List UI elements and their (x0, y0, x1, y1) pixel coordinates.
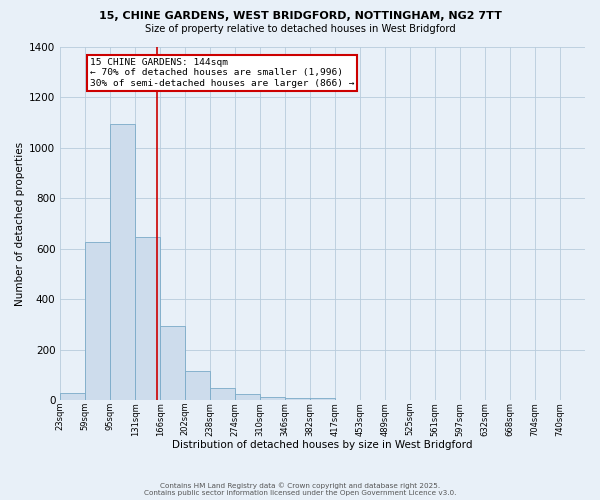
Text: Contains HM Land Registry data © Crown copyright and database right 2025.: Contains HM Land Registry data © Crown c… (160, 482, 440, 489)
Bar (85, 242, 110, 400)
Bar (260, 396, 285, 400)
Y-axis label: Number of detached properties: Number of detached properties (15, 142, 25, 306)
Bar (310, 398, 335, 400)
Bar (210, 388, 235, 400)
X-axis label: Distribution of detached houses by size in West Bridgford: Distribution of detached houses by size … (172, 440, 473, 450)
Text: 15, CHINE GARDENS, WEST BRIDGFORD, NOTTINGHAM, NG2 7TT: 15, CHINE GARDENS, WEST BRIDGFORD, NOTTI… (98, 11, 502, 21)
Bar (110, 124, 135, 400)
Bar (60, 393, 85, 400)
Bar (160, 326, 185, 400)
Bar (185, 372, 210, 400)
Bar (135, 238, 160, 400)
Bar (285, 398, 310, 400)
Bar (235, 394, 260, 400)
Text: Size of property relative to detached houses in West Bridgford: Size of property relative to detached ho… (145, 24, 455, 34)
Text: Contains public sector information licensed under the Open Government Licence v3: Contains public sector information licen… (144, 490, 456, 496)
Text: 15 CHINE GARDENS: 144sqm
← 70% of detached houses are smaller (1,996)
30% of sem: 15 CHINE GARDENS: 144sqm ← 70% of detach… (90, 58, 355, 88)
